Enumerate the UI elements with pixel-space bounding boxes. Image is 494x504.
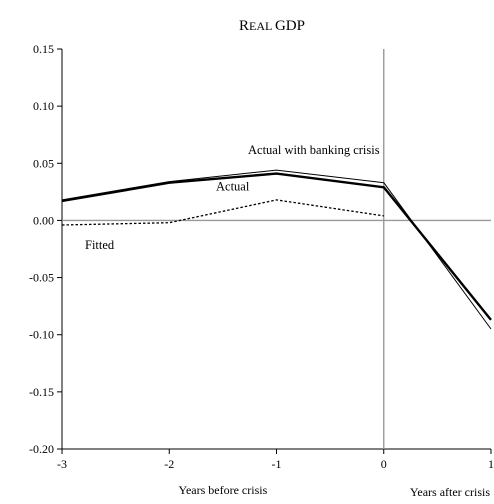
x-tick-label: -3: [57, 457, 67, 471]
y-tick-label: 0.10: [33, 99, 54, 113]
series-label: Actual with banking crisis: [248, 143, 380, 157]
y-tick-label: -0.20: [29, 442, 54, 456]
y-tick-label: -0.15: [29, 385, 54, 399]
y-tick-label: 0.05: [33, 156, 54, 170]
x-tick-label: 0: [381, 457, 387, 471]
series-label: Fitted: [85, 238, 115, 252]
x-tick-label: -1: [272, 457, 282, 471]
x-tick-label: -2: [164, 457, 174, 471]
chart-title: REAL GDP: [239, 18, 305, 34]
x-caption-after-crisis: Years after crisis: [410, 485, 490, 499]
x-caption-before-crisis: Years before crisis: [178, 483, 267, 497]
y-tick-label: 0.15: [33, 42, 54, 56]
y-tick-label: -0.05: [29, 271, 54, 285]
y-tick-label: -0.10: [29, 328, 54, 342]
series-label: Actual: [216, 180, 250, 194]
series-line-fitted: [61, 199, 384, 226]
series-line-actual: [61, 172, 492, 321]
y-tick-label: 0.00: [33, 213, 54, 227]
x-tick-label: 1: [488, 457, 494, 471]
series-line-actual-with-banking-crisis: [61, 169, 492, 330]
